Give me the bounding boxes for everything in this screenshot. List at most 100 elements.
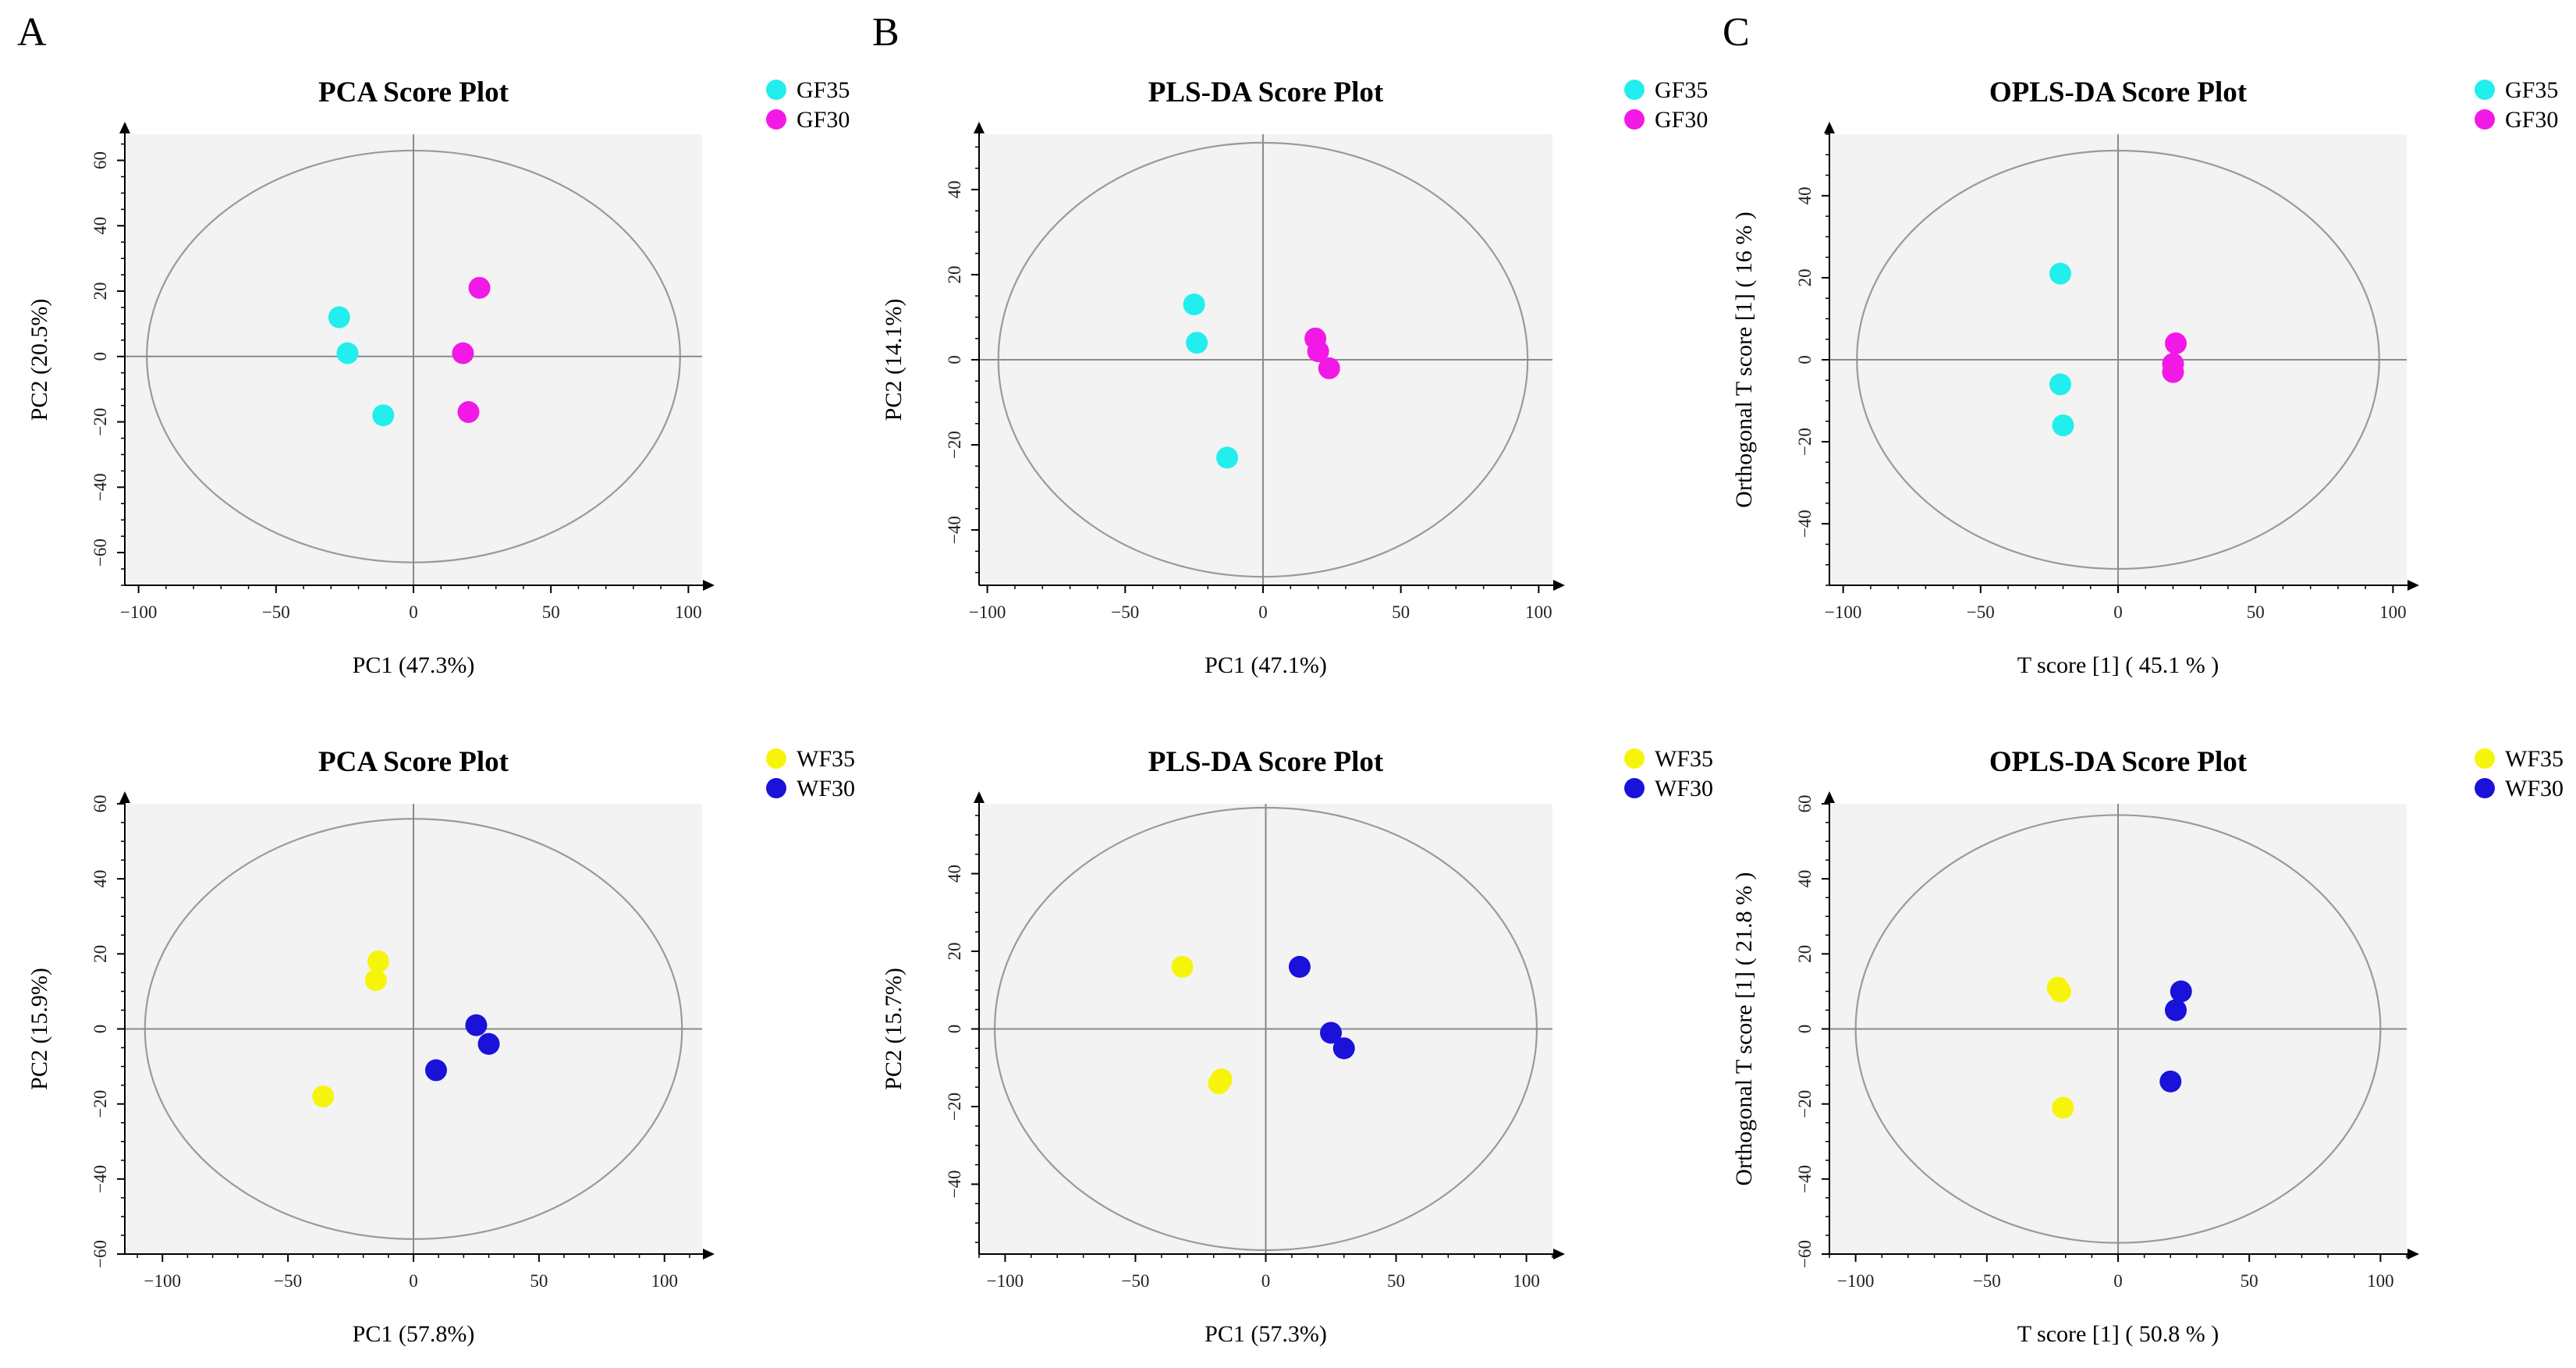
data-point-gf30 [1318,357,1340,379]
chart-title: PLS-DA Score Plot [1148,76,1384,108]
y-tick-label: −40 [1795,510,1815,538]
x-axis-arrow-icon [2407,1249,2419,1260]
y-tick-label: −20 [1795,1090,1815,1118]
data-point-wf35 [1171,955,1194,978]
data-point-gf35 [2049,373,2071,396]
x-axis-arrow-icon [1553,580,1565,591]
y-tick-label: 20 [945,943,964,961]
legend-label: GF30 [1655,107,1708,133]
legend-marker-gf30 [766,109,786,130]
chart-title: OPLS-DA Score Plot [1989,76,2248,108]
x-tick-label: 50 [530,1271,548,1291]
data-point-gf35 [1186,332,1208,354]
y-axis-label: Orthogonal T score [1] ( 21.8 % ) [1731,872,1757,1185]
legend-label: WF30 [2505,776,2564,801]
chart-c1: −100 −50 0 50 100 −40 −20 0 20 40 OPLS-DA Score Pl… [1731,76,2558,678]
legend-marker-wf30 [766,778,786,798]
y-axis-arrow-icon [1824,122,1835,133]
panel-letter-b: B [872,10,899,55]
y-axis-arrow-icon [974,791,985,803]
data-point-gf30 [1307,340,1329,363]
y-tick-label: 0 [1795,355,1815,364]
y-tick-label: −60 [90,1240,110,1268]
y-axis-label: PC2 (14.1%) [881,299,907,421]
y-tick-label: 60 [1795,795,1815,813]
panel-letter-c: C [1723,10,1750,55]
chart-a2: −100 −50 0 50 100 −60 −40 −20 0 20 40 60 PCA Score P… [27,746,855,1347]
x-axis-label: PC1 (57.8%) [353,1321,475,1347]
x-tick-label: −100 [1825,602,1861,622]
y-tick-label: −60 [90,538,110,567]
data-point-wf30 [424,1059,447,1082]
x-axis-label: PC1 (47.3%) [353,652,475,678]
data-point-wf35 [2052,1096,2074,1119]
x-tick-label: −100 [969,602,1006,622]
legend-marker-gf30 [1624,109,1645,130]
x-axis-label: PC1 (47.1%) [1205,652,1327,678]
x-tick-label: 100 [1513,1271,1540,1291]
y-tick-label: −20 [945,431,964,459]
chart-a1: −100 −50 0 50 100 −60 −40 −20 0 20 40 60 PCA Score P… [27,76,850,678]
y-tick-label: −20 [90,1090,110,1118]
x-axis-label: T score [1] ( 50.8 % ) [2017,1321,2219,1347]
legend-label: GF35 [2505,77,2558,103]
x-tick-label: 0 [1261,1271,1271,1291]
y-tick-label: 40 [945,180,964,198]
y-tick-label: 20 [945,265,964,283]
y-tick-label: −40 [945,516,964,544]
y-axis-label: Orthogonal T score [1] ( 16 % ) [1731,211,1757,508]
data-point-gf35 [2052,414,2074,437]
x-tick-label: 50 [2247,602,2265,622]
legend-marker-wf30 [1624,778,1645,798]
x-tick-label: 50 [1387,1271,1405,1291]
data-point-wf30 [2159,1070,2182,1093]
x-tick-label: 100 [651,1271,678,1291]
x-tick-label: 50 [2241,1271,2258,1291]
legend-marker-gf30 [2475,109,2495,130]
x-tick-label: 50 [1392,602,1410,622]
data-point-wf35 [312,1086,335,1108]
legend-marker-wf30 [2475,778,2495,798]
x-tick-label: 0 [1258,602,1268,622]
x-tick-label: −50 [262,602,290,622]
x-tick-label: 50 [542,602,560,622]
y-tick-label: 40 [90,217,110,235]
data-point-gf30 [2162,361,2184,383]
data-point-wf30 [2165,999,2187,1022]
x-tick-label: 0 [2113,1271,2123,1291]
legend-label: GF30 [2505,107,2558,133]
x-tick-label: −50 [1111,602,1139,622]
y-tick-label: 40 [90,870,110,888]
x-tick-label: −50 [274,1271,302,1291]
data-point-wf30 [2170,980,2192,1003]
data-point-wf35 [2049,980,2071,1003]
legend-marker-wf35 [1624,748,1645,769]
x-tick-label: 0 [2113,602,2123,622]
y-tick-label: 20 [90,282,110,300]
x-tick-label: −50 [1121,1271,1149,1291]
y-tick-label: 40 [945,865,964,883]
x-tick-label: 100 [2367,1271,2394,1291]
data-point-gf35 [372,404,395,427]
chart-title: OPLS-DA Score Plot [1989,746,2248,778]
x-tick-label: 100 [2379,602,2407,622]
x-tick-label: −100 [1837,1271,1874,1291]
data-point-wf35 [367,950,389,972]
y-tick-label: 20 [90,945,110,963]
y-axis-arrow-icon [1824,791,1835,803]
y-axis-arrow-icon [974,122,985,133]
x-tick-label: 100 [675,602,702,622]
data-point-gf30 [457,401,480,424]
y-axis-label: PC2 (15.9%) [27,968,52,1090]
y-tick-label: −20 [1795,428,1815,456]
x-tick-label: −100 [144,1271,181,1291]
data-point-wf35 [364,968,387,991]
y-tick-label: 40 [1795,870,1815,888]
chart-title: PCA Score Plot [318,76,509,108]
y-axis-arrow-icon [119,122,130,133]
data-point-gf35 [2049,262,2071,285]
data-point-gf35 [328,306,350,329]
x-tick-label: 0 [409,1271,418,1291]
chart-b2: −100 −50 0 50 100 −40 −20 0 20 40 PLS-DA Score Plo… [881,746,1713,1347]
